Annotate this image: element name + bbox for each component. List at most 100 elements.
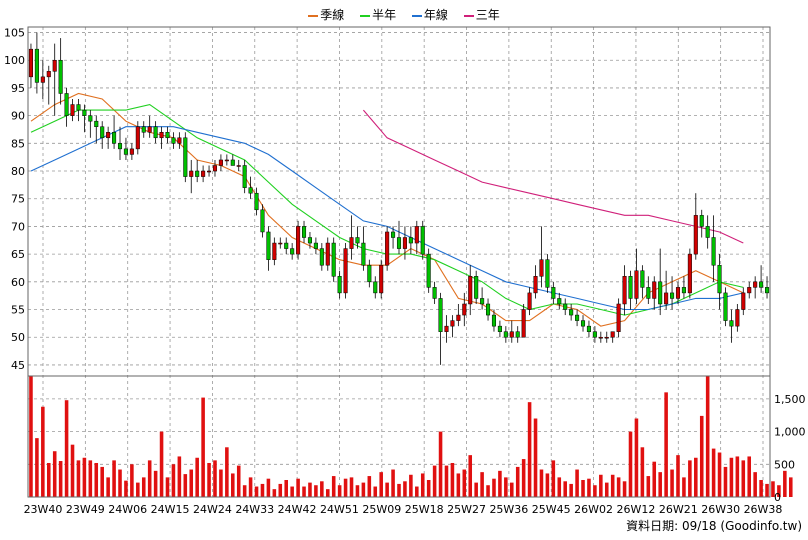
legend: 季線 半年 年線 三年 (0, 6, 808, 23)
volume-bar (373, 486, 378, 497)
candle-body (153, 126, 158, 139)
volume-bar (510, 482, 514, 497)
legend-label-year: 年線 (423, 8, 448, 22)
legend-item-quarter: 季線 (308, 6, 344, 23)
footer: 資料日期: 09/18 (Goodinfo.tw) (626, 517, 802, 534)
candle-body (207, 170, 212, 173)
volume-bar (474, 482, 478, 497)
volume-bar (266, 478, 271, 497)
volume-bar (325, 489, 330, 497)
candle-body (664, 292, 669, 305)
legend-swatch-quarter (308, 14, 319, 17)
volume-bar (539, 469, 544, 497)
volume-bar (593, 485, 597, 497)
candle-body (218, 159, 223, 166)
volume-bar (385, 482, 389, 497)
candle-body (189, 170, 194, 177)
volume-bar (753, 472, 757, 497)
candle-body (747, 287, 752, 294)
candle-body (201, 170, 206, 177)
candle-body (278, 242, 283, 245)
candle-body (610, 331, 615, 338)
volume-bar (640, 447, 645, 497)
x-tick-label: 26W30 (701, 503, 740, 516)
candle-body (313, 242, 318, 249)
candle-body (34, 48, 39, 83)
candle-body (307, 237, 312, 244)
candle-body (319, 248, 324, 266)
volume-bar (219, 469, 223, 497)
candle-body (432, 287, 437, 299)
candle-body (159, 132, 164, 139)
volume-bar (492, 478, 496, 497)
volume-bar (171, 464, 176, 497)
volume-bar (676, 455, 680, 497)
volume-bar (456, 473, 461, 497)
candle-body (527, 292, 532, 310)
candle-body (735, 309, 740, 327)
legend-swatch-three (463, 14, 474, 17)
candle-body (337, 276, 342, 294)
volume-bar (314, 485, 318, 497)
legend-swatch-year (411, 14, 422, 17)
volume-bar (403, 481, 407, 497)
volume-bar (64, 400, 69, 497)
candle-body (112, 132, 117, 144)
candle-body (94, 120, 99, 127)
x-tick-label: 26W12 (617, 503, 656, 516)
volume-bar (349, 477, 354, 497)
x-tick-label: 24W33 (235, 503, 274, 516)
volume-bar (284, 479, 288, 497)
candle-body (569, 309, 574, 316)
volume-bar (610, 474, 615, 497)
volume-bar (302, 486, 306, 497)
plot-frame (27, 26, 771, 498)
candle-body (723, 292, 728, 321)
volume-bar (177, 456, 182, 497)
candle-body (301, 226, 307, 238)
candle-body (147, 126, 152, 133)
volume-bar (343, 478, 348, 497)
candle-body (646, 287, 651, 299)
candle-body (563, 303, 568, 310)
volume-bar (124, 480, 128, 497)
candle-body (272, 242, 277, 260)
x-tick-label: 26W21 (659, 503, 698, 516)
candle-body (379, 264, 384, 294)
volume-bar (777, 485, 781, 497)
candle-body (195, 170, 200, 177)
candle-body (414, 226, 419, 244)
candle-body (468, 276, 473, 305)
candle-body (141, 126, 146, 133)
price-tick-label: 80 (11, 165, 25, 178)
volume-bar (521, 459, 526, 497)
candle-body (224, 159, 229, 162)
candle-body (687, 253, 692, 294)
volume-bar (581, 479, 585, 497)
volume-bar (462, 469, 467, 497)
candle-body (135, 126, 140, 150)
candle-body (753, 281, 758, 288)
volume-bar (159, 431, 164, 497)
volume-bar (682, 477, 686, 497)
volume-bar (112, 460, 116, 497)
volume-bar (415, 486, 419, 497)
candle-body (106, 132, 111, 139)
x-tick-label: 25W45 (532, 503, 571, 516)
candle-body (598, 336, 603, 339)
candle-body (586, 325, 591, 332)
x-tick-label: 26W38 (744, 503, 783, 516)
volume-bar (468, 455, 473, 497)
candle-body (355, 237, 360, 244)
candle-body (628, 276, 633, 299)
candle-body (729, 320, 734, 327)
volume-bar (628, 431, 633, 497)
volume-bar (658, 472, 662, 497)
volume-bar (444, 465, 449, 497)
volume-bar (783, 470, 787, 497)
volume-bar (397, 483, 401, 497)
candle-body (58, 59, 63, 94)
x-tick-label: 23W49 (66, 503, 105, 516)
candle-body (82, 109, 87, 116)
candle-body (616, 303, 621, 332)
